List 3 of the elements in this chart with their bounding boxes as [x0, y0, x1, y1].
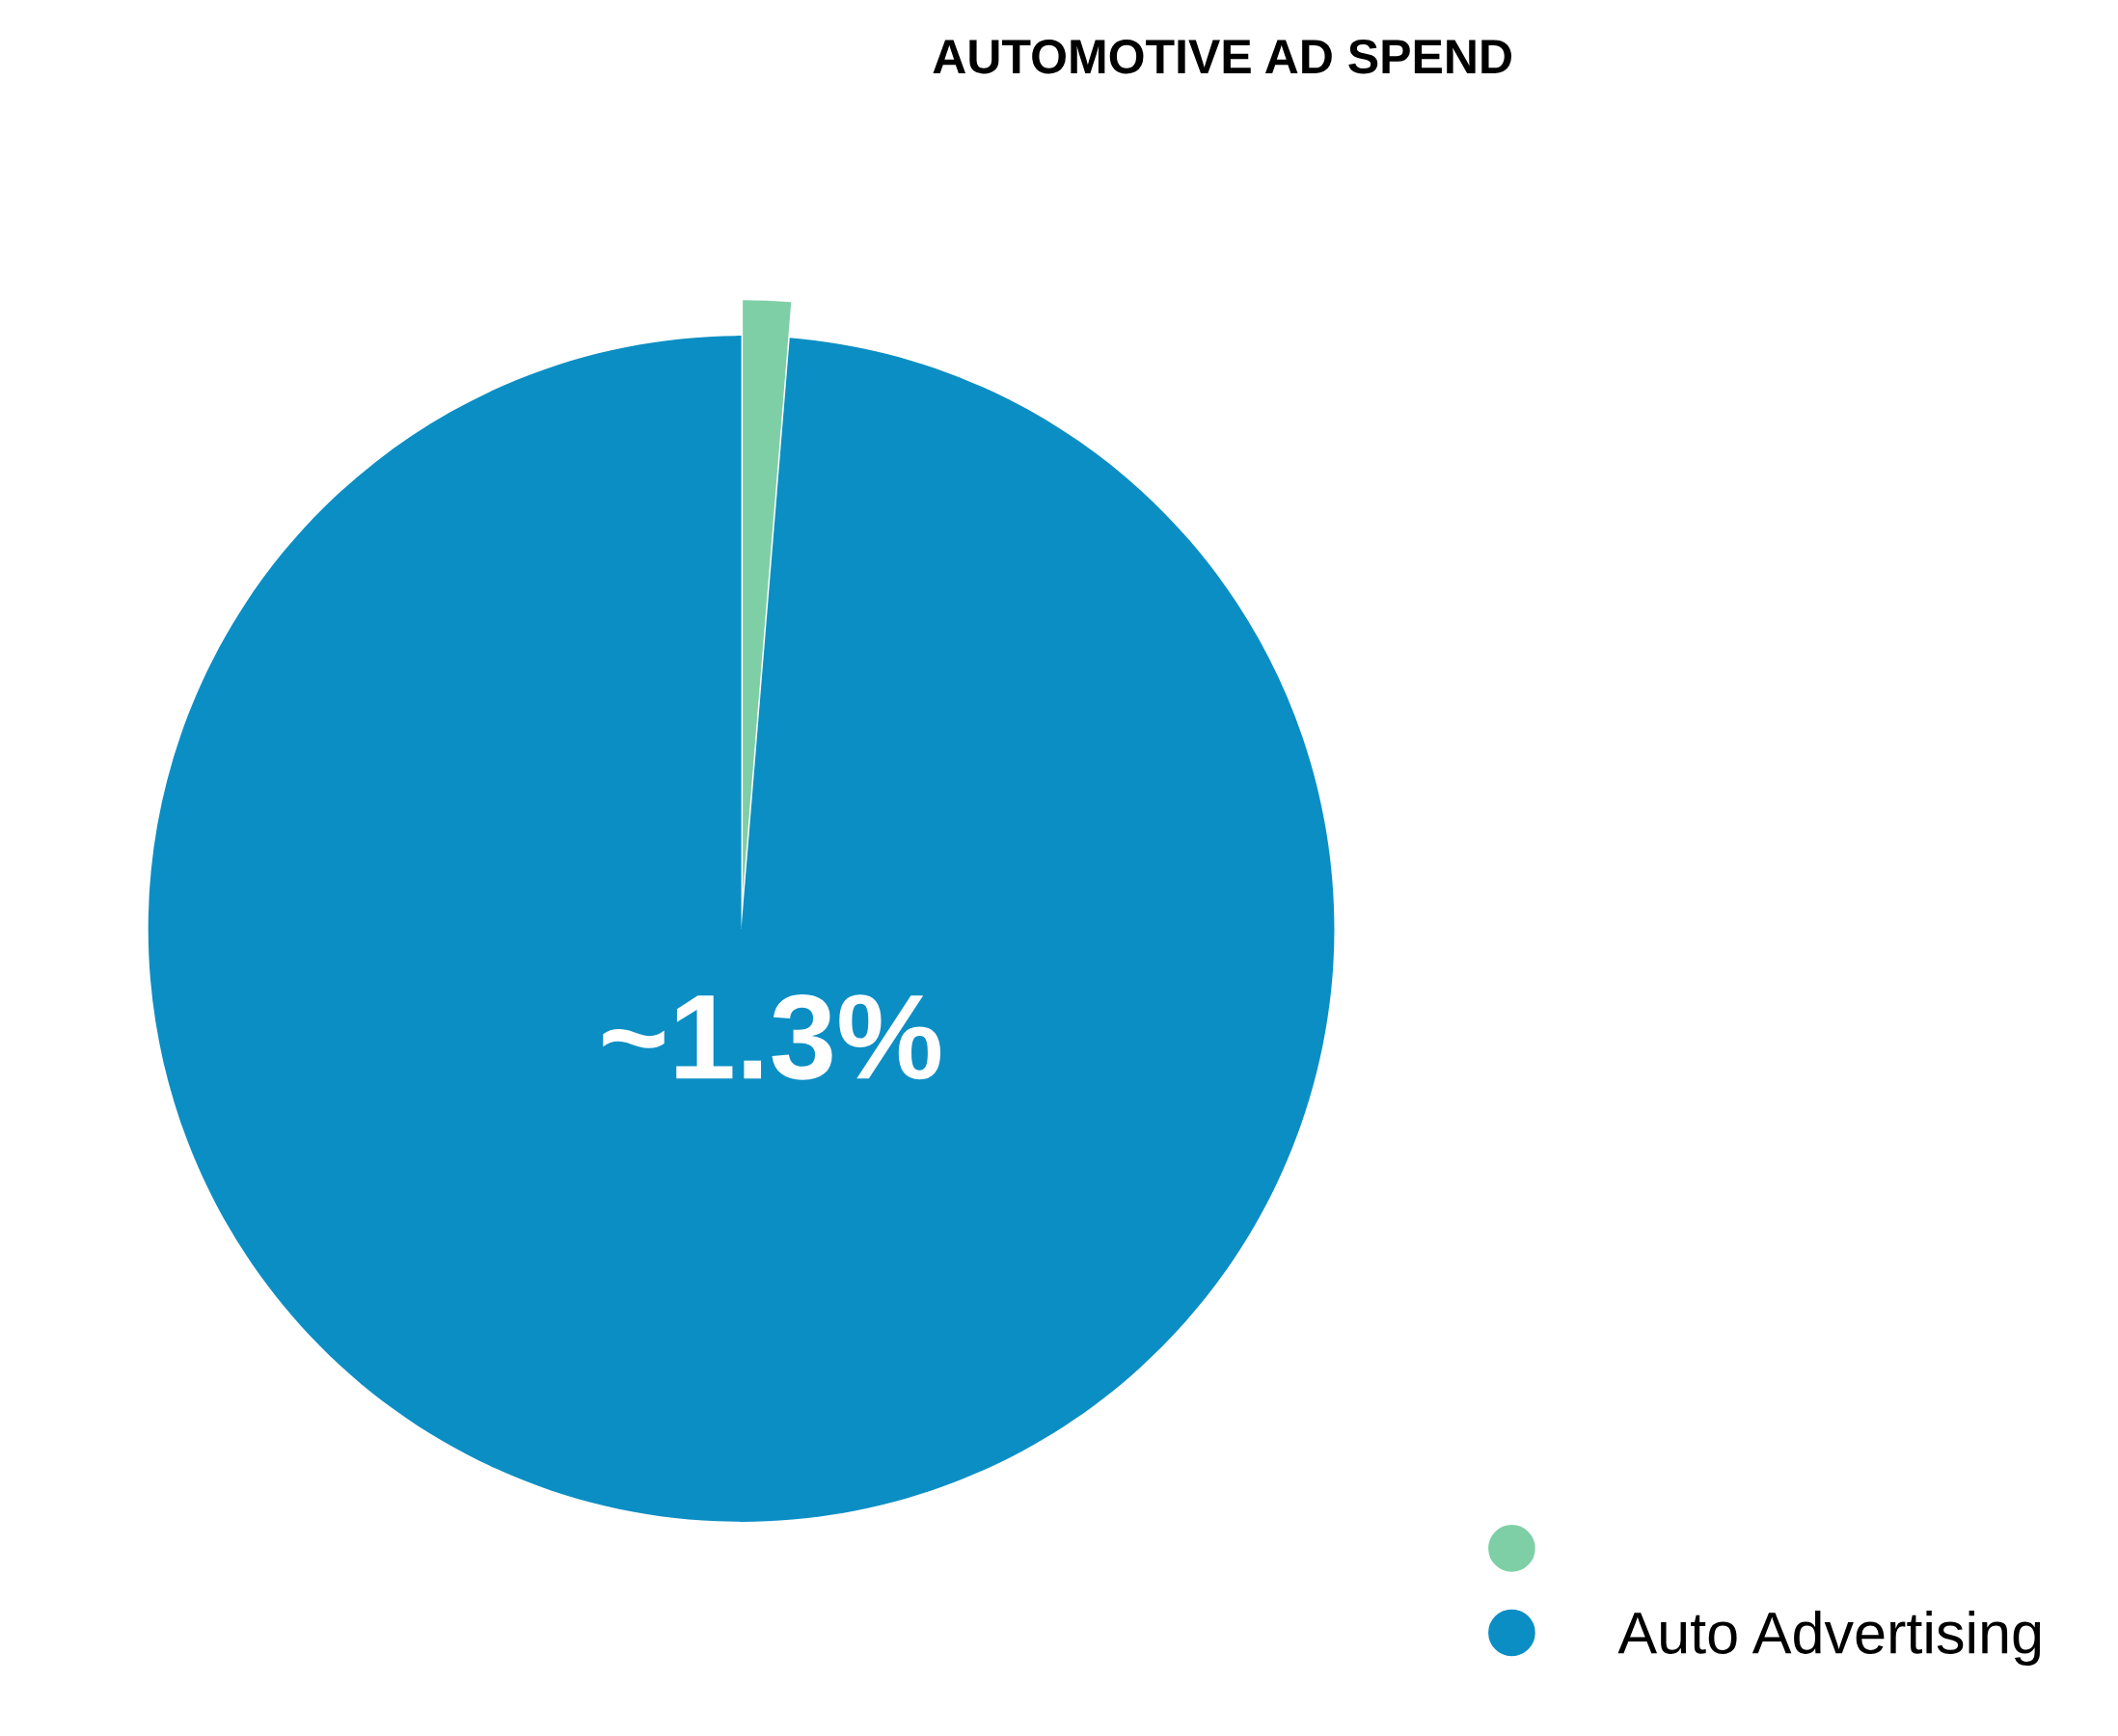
chart-title: AUTOMOTIVE AD SPEND [933, 40, 1511, 74]
text: ~1.3% [603, 994, 941, 1080]
legend-label: Auto Advertising [1617, 1611, 2041, 1666]
